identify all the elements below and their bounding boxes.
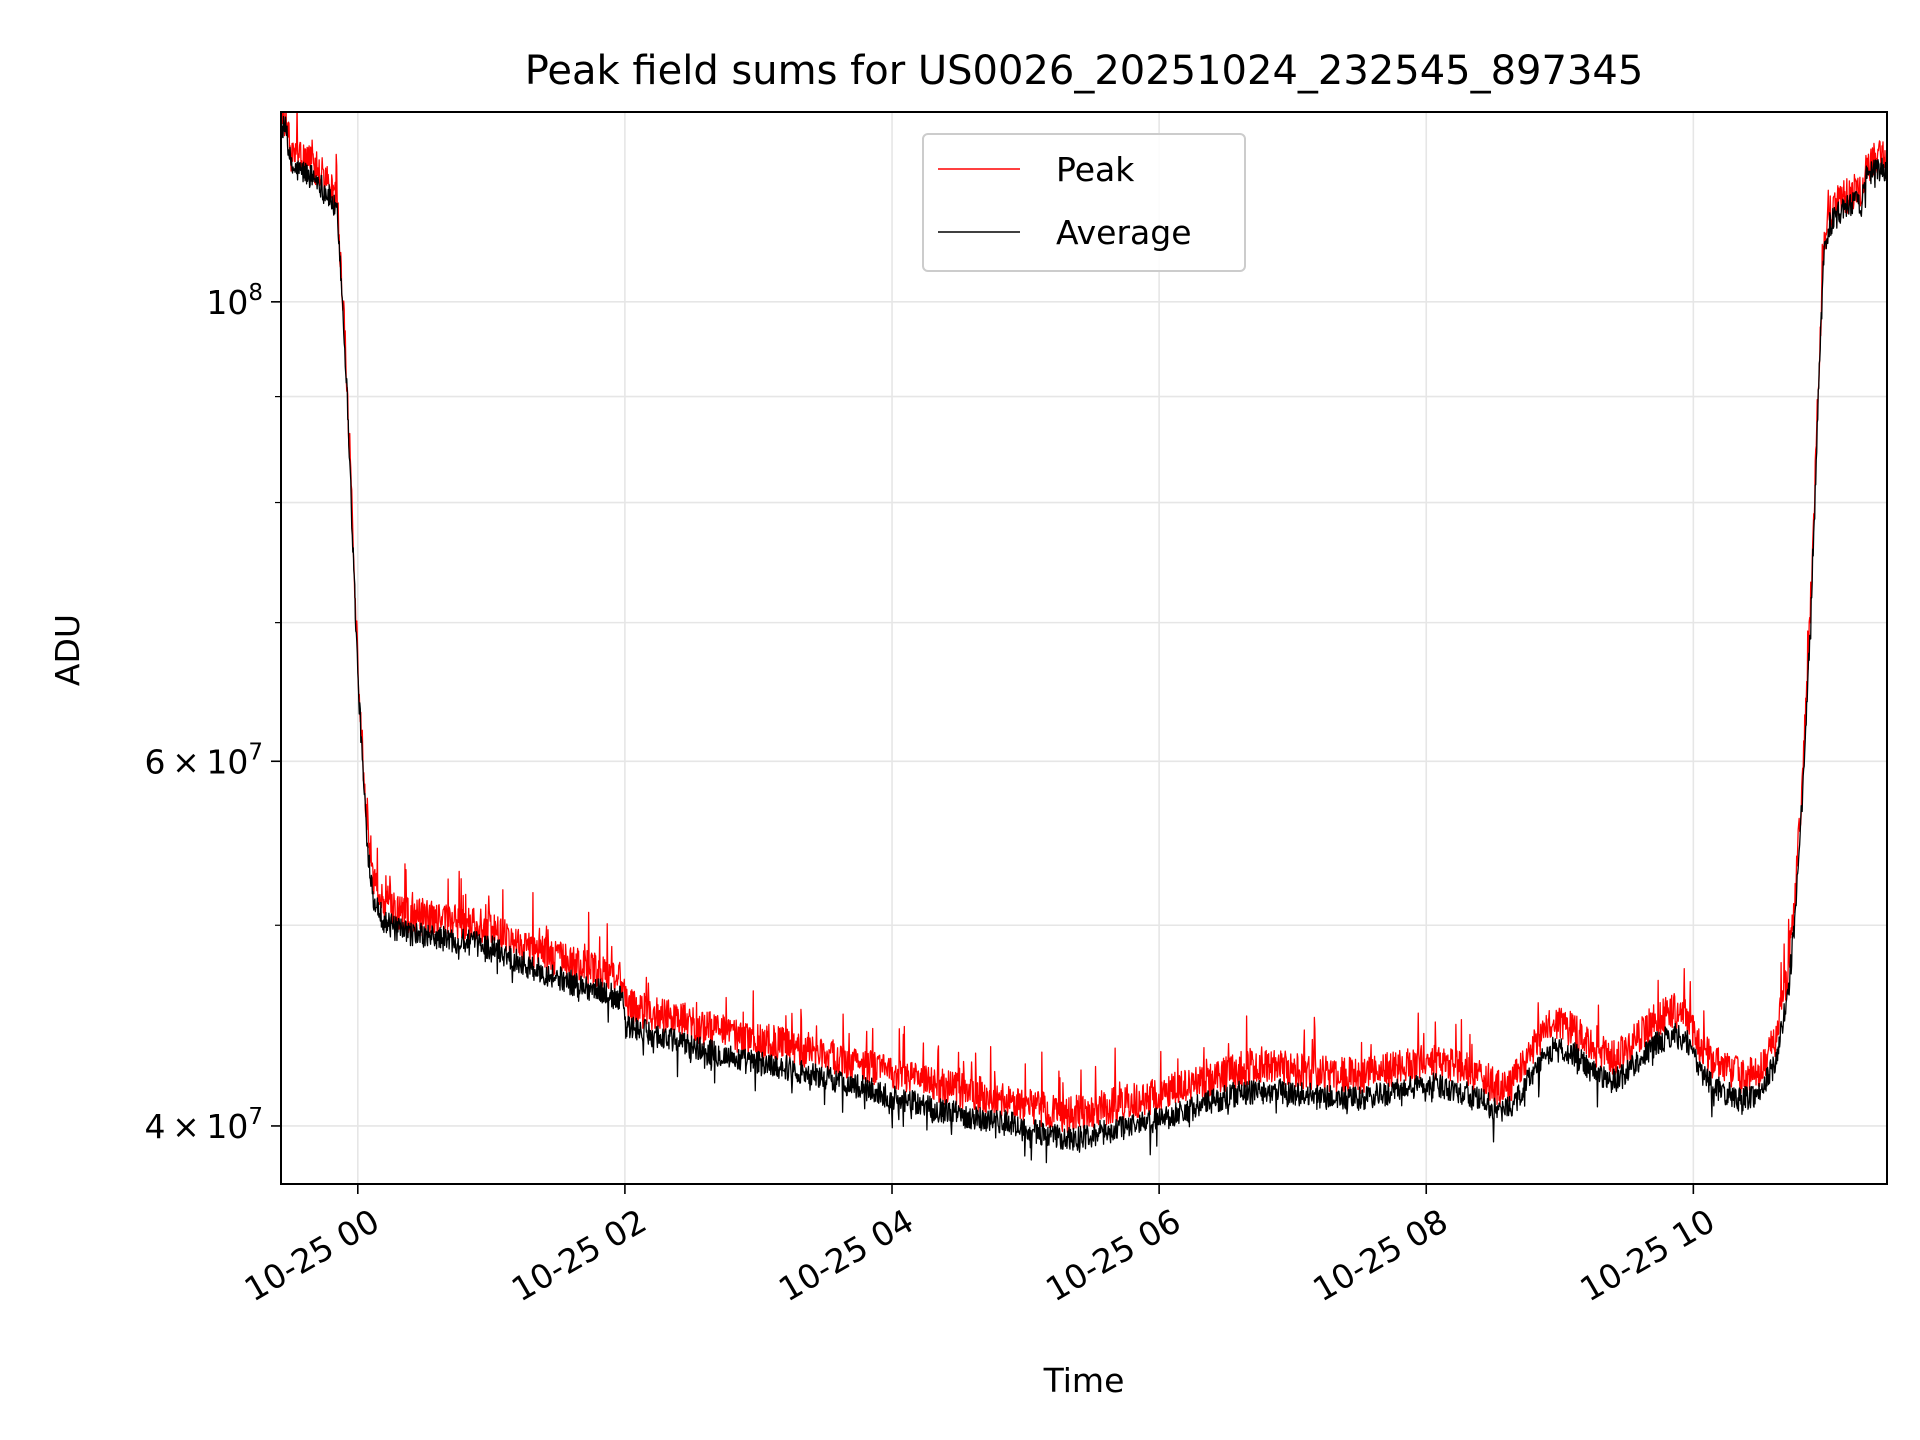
chart-title: Peak field sums for US0026_20251024_2325… (525, 48, 1644, 94)
y-tick-base: 10 (206, 742, 248, 781)
grid-layer (281, 112, 1887, 1184)
legend-peak-label: Peak (1056, 150, 1135, 189)
y-tick-label: 4 × 107 (145, 1104, 263, 1146)
y-tick-mantissa: 4 × (145, 1107, 207, 1146)
y-tick-base: 10 (206, 283, 248, 322)
series-line-peak (281, 112, 1887, 1134)
y-tick-mantissa: 6 × (145, 742, 207, 781)
series-layer (281, 112, 1887, 1164)
y-tick-exponent: 8 (248, 280, 263, 306)
y-tick-exponent: 7 (248, 739, 263, 765)
plot-frame (280, 111, 1888, 1185)
y-tick-label: 6 × 107 (145, 739, 263, 781)
y-tick-base: 10 (206, 1107, 248, 1146)
legend: Peak Average (922, 133, 1246, 272)
y-axis-label: ADU (48, 614, 87, 686)
y-tick-label: 108 (206, 280, 263, 322)
series-line-average (281, 115, 1887, 1164)
y-tick-exponent: 7 (248, 1104, 263, 1130)
x-axis-label: Time (1043, 1361, 1125, 1400)
legend-average-label: Average (1056, 213, 1192, 252)
